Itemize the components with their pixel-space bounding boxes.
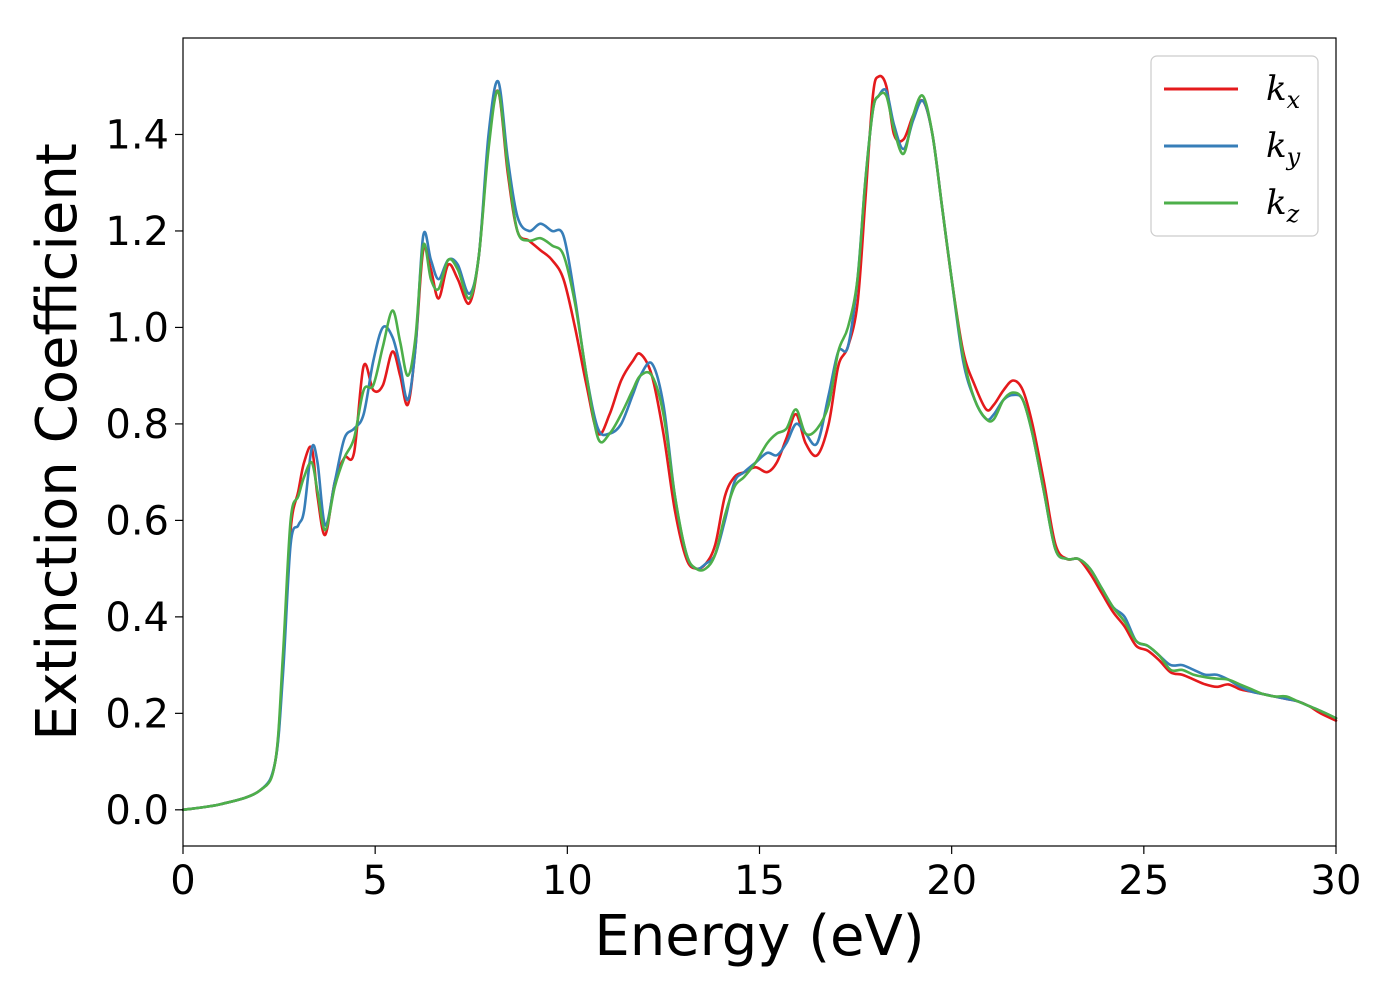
y-axis-ticks: 0.0 0.2 0.4 0.6 0.8 1.0 1.2 1.4 xyxy=(105,112,183,834)
y-tick-label: 1.4 xyxy=(105,112,169,158)
x-axis-ticks: 0 5 10 15 20 25 30 xyxy=(170,846,1361,904)
y-tick-label: 0.2 xyxy=(105,691,169,737)
legend-subscript: y xyxy=(1286,143,1301,171)
x-tick-label: 10 xyxy=(542,858,593,904)
y-tick-label: 0.6 xyxy=(105,498,169,544)
series-line-ky xyxy=(181,80,1338,812)
x-tick-label: 15 xyxy=(734,858,785,904)
y-tick-label: 1.2 xyxy=(105,209,169,255)
y-tick-label: 0.8 xyxy=(105,402,169,448)
x-tick-label: 30 xyxy=(1311,858,1362,904)
legend-subscript: z xyxy=(1286,200,1300,228)
x-axis-title: Energy (eV) xyxy=(594,904,924,969)
y-tick-label: 0.0 xyxy=(105,788,169,834)
x-tick-label: 20 xyxy=(926,858,977,904)
series-layer xyxy=(181,74,1338,812)
x-tick-label: 0 xyxy=(170,858,195,904)
x-tick-label: 25 xyxy=(1118,858,1169,904)
y-tick-label: 0.4 xyxy=(105,595,169,641)
legend-label-ky: ky xyxy=(1266,126,1301,171)
series-line-kx xyxy=(181,74,1338,812)
y-tick-label: 1.0 xyxy=(105,305,169,351)
series-line-kz xyxy=(181,89,1338,812)
x-tick-label: 5 xyxy=(362,858,387,904)
legend: kx ky kz xyxy=(1150,55,1319,237)
y-axis-title: Extinction Coefficient xyxy=(25,143,90,741)
legend-label-kx: kx xyxy=(1266,69,1301,114)
legend-label-kz: kz xyxy=(1266,183,1300,228)
legend-subscript: x xyxy=(1287,86,1301,114)
